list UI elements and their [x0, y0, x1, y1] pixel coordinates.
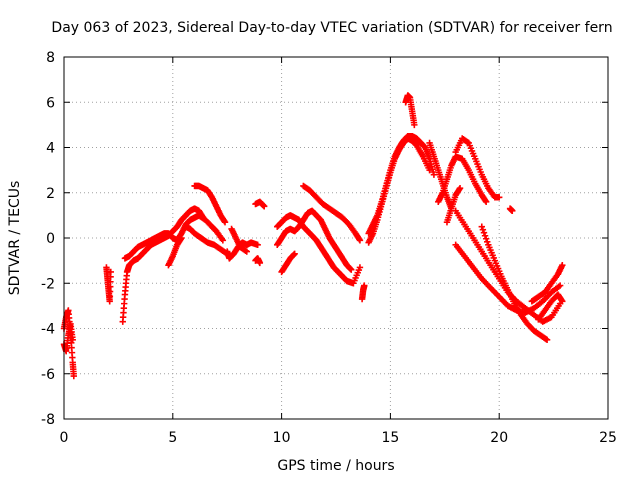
series-s5 — [121, 212, 227, 262]
data-point — [478, 223, 485, 230]
data-point — [356, 264, 364, 271]
data-point — [243, 248, 250, 255]
series-s3 — [103, 264, 114, 305]
y-tick-label: -6 — [41, 367, 55, 383]
data-point — [221, 218, 229, 226]
series-s13 — [274, 207, 355, 273]
series-s15 — [300, 182, 364, 244]
data-point — [356, 237, 364, 244]
y-tick-label: 4 — [46, 141, 55, 157]
data-point — [481, 232, 489, 239]
series-s20 — [402, 92, 418, 129]
y-tick-labels: -8 -6 -4 -2 0 2 4 6 8 — [41, 50, 55, 428]
series-s30 — [535, 291, 566, 323]
series-s23 — [452, 135, 503, 201]
series-s14 — [274, 212, 364, 287]
data-point — [543, 336, 551, 344]
data-point — [107, 268, 114, 276]
data-point — [256, 259, 264, 267]
series-s7 — [165, 234, 185, 269]
y-tick-label: 0 — [46, 231, 55, 247]
y-tick-label: 8 — [46, 50, 55, 66]
data-point — [456, 185, 464, 192]
x-axis-label: GPS time / hours — [277, 458, 394, 474]
data-point — [219, 237, 227, 244]
chart-title: Day 063 of 2023, Sidereal Day-to-day VTE… — [51, 20, 612, 36]
series-s25 — [452, 241, 564, 316]
data-point — [426, 166, 433, 174]
data-point — [559, 298, 566, 305]
series-s17 — [358, 282, 368, 303]
data-point — [430, 171, 438, 178]
data-point — [559, 261, 566, 269]
x-tick-label: 20 — [490, 430, 508, 446]
x-tick-label: 10 — [273, 430, 291, 446]
x-tick-labels: 0 5 10 15 20 25 — [60, 430, 617, 446]
series-s9 — [224, 239, 261, 262]
series-s8 — [191, 182, 229, 226]
x-tick-label: 15 — [381, 430, 399, 446]
series-s6 — [182, 223, 231, 258]
x-tick-label: 0 — [60, 430, 69, 446]
data-point — [178, 234, 185, 242]
series-s27 — [478, 223, 551, 344]
data-point — [496, 194, 503, 201]
data-point — [482, 198, 490, 205]
series-s29 — [506, 205, 516, 215]
series-s19 — [365, 135, 433, 246]
data-point — [291, 250, 298, 258]
y-tick-label: -4 — [41, 322, 55, 338]
x-tick-label: 5 — [168, 430, 177, 446]
data-point — [348, 266, 355, 273]
series-s2 — [60, 320, 76, 355]
plot-frame — [63, 56, 609, 420]
y-axis-label: SDTVAR / TECUs — [7, 181, 23, 296]
series-s16 — [278, 250, 298, 276]
series-s22 — [435, 153, 490, 205]
data-point — [260, 203, 268, 210]
data-point — [480, 229, 488, 236]
data-point — [482, 235, 490, 242]
y-tick-label: 6 — [46, 95, 55, 111]
data-point — [254, 241, 261, 248]
y-tick-label: -8 — [41, 412, 55, 428]
x-tick-label: 25 — [599, 430, 617, 446]
data-point — [70, 372, 77, 380]
data-point — [509, 207, 516, 215]
series-s4 — [119, 205, 207, 325]
data-point — [411, 121, 418, 129]
series-s11 — [252, 198, 268, 210]
series-s12 — [252, 255, 264, 267]
series-s24 — [443, 185, 464, 226]
data-point — [69, 336, 76, 344]
data-point — [556, 282, 564, 289]
data-point — [361, 282, 368, 289]
y-tick-label: -2 — [41, 276, 55, 292]
data-point — [484, 238, 491, 245]
data-points — [60, 92, 566, 380]
series-s10 — [228, 225, 250, 255]
y-tick-label: 2 — [46, 186, 55, 202]
series-s28 — [528, 261, 566, 305]
grid-lines — [64, 57, 608, 419]
data-point — [479, 226, 487, 233]
